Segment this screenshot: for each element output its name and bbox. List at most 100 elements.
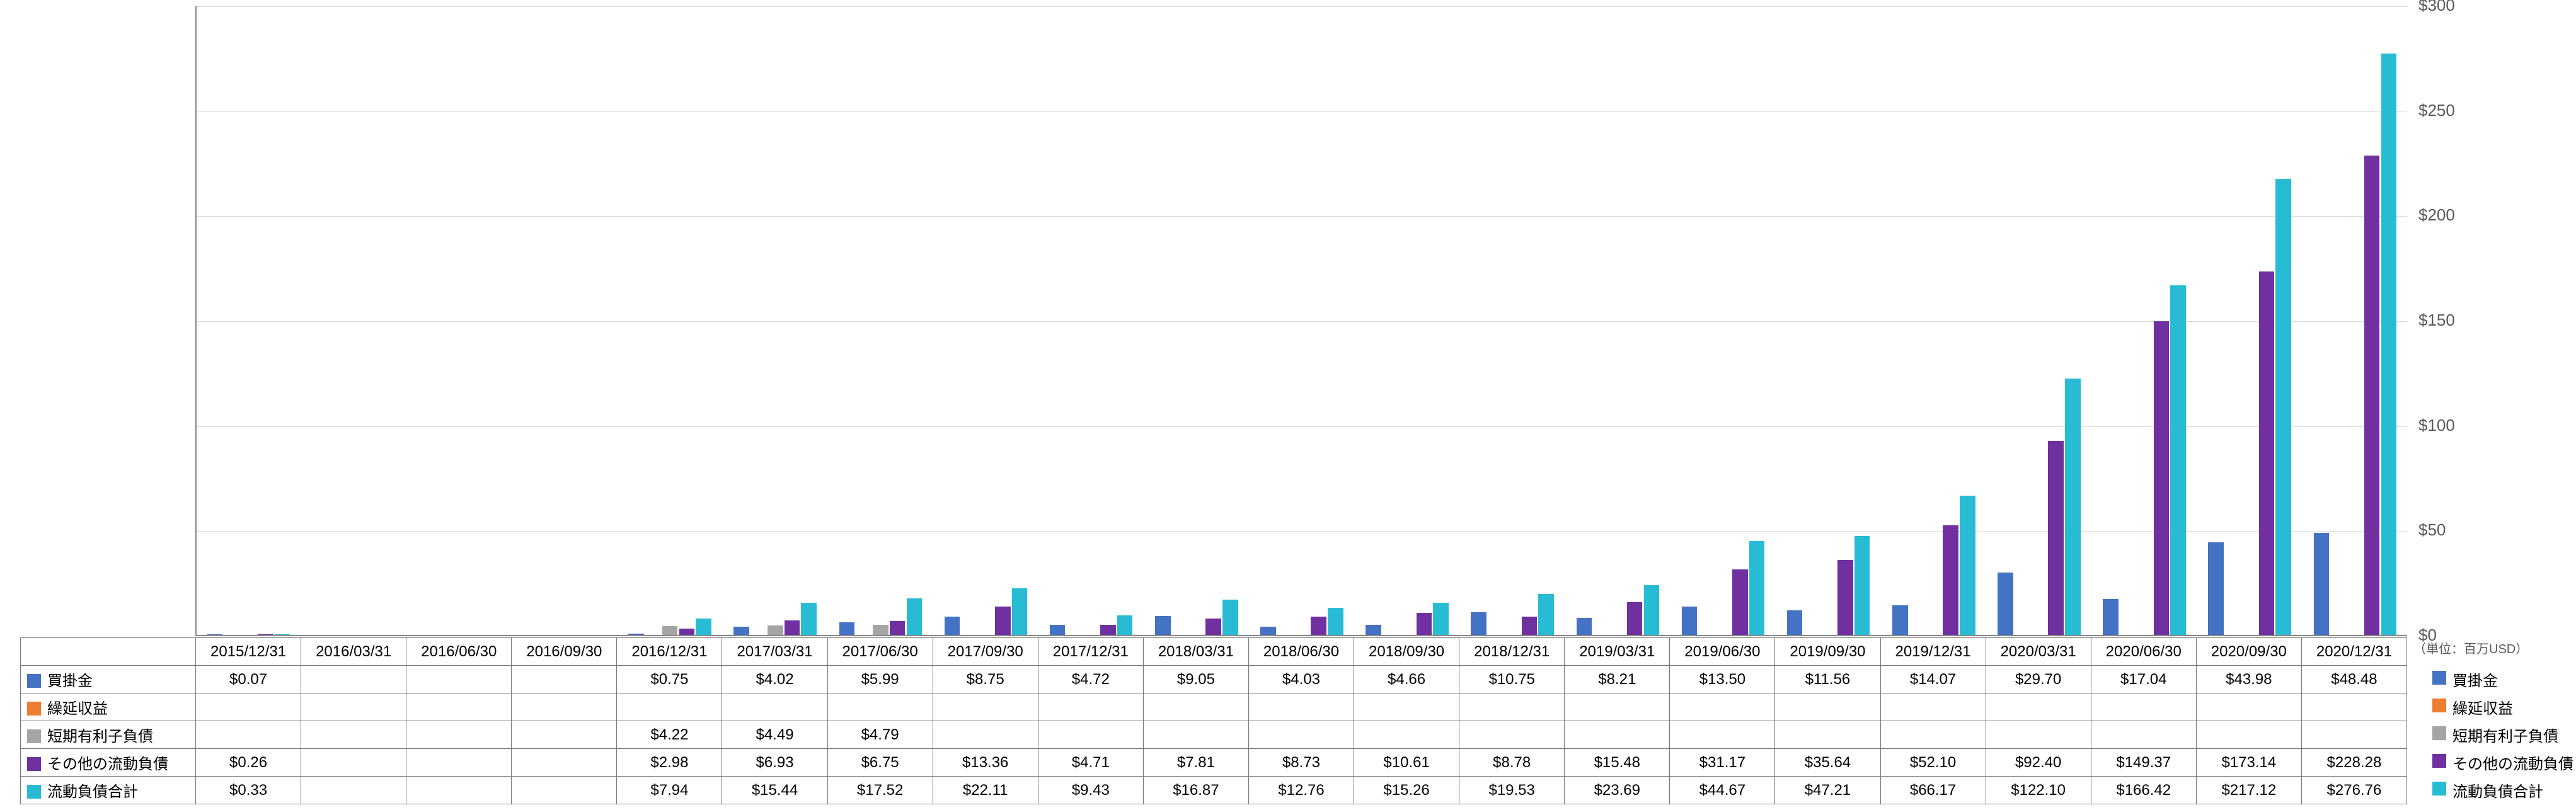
series-label: 流動負債合計 — [47, 784, 138, 801]
data-cell: $6.93 — [722, 749, 827, 777]
legend-swatch-icon — [2432, 726, 2446, 740]
data-cell — [722, 693, 827, 721]
data-cell — [1775, 693, 1880, 721]
legend-label: 買掛金 — [2452, 668, 2498, 690]
category-header: 2016/09/30 — [512, 638, 617, 666]
category-header: 2018/06/30 — [1248, 638, 1354, 666]
data-cell: $29.70 — [1986, 666, 2091, 693]
data-cell — [1248, 693, 1354, 721]
y-tick-label: $200 — [2418, 205, 2455, 225]
bar-stib — [662, 626, 678, 635]
bar-tcl — [1749, 541, 1765, 635]
plot-area — [195, 6, 2407, 636]
bar-ap — [628, 634, 644, 636]
right-legend: 買掛金繰延収益短期有利子負債その他の流動負債流動負債合計 — [2432, 665, 2573, 804]
category-header: 2015/12/31 — [196, 638, 301, 666]
data-cell: $44.67 — [1670, 777, 1775, 804]
data-cell: $9.43 — [1038, 777, 1143, 804]
row-label: 繰延収益 — [21, 693, 196, 721]
legend-swatch-icon — [27, 757, 41, 771]
data-cell — [1354, 693, 1459, 721]
bar-ap — [1050, 625, 1066, 635]
data-cell: $11.56 — [1775, 666, 1880, 693]
data-cell: $48.48 — [2301, 666, 2406, 693]
data-cell: $2.98 — [617, 749, 722, 777]
data-cell: $14.07 — [1880, 666, 1986, 693]
bar-tcl — [1117, 615, 1133, 635]
data-cell: $17.52 — [827, 777, 933, 804]
series-label: 短期有利子負債 — [47, 728, 153, 745]
legend-label: 繰延収益 — [2452, 696, 2513, 718]
data-cell — [196, 721, 301, 749]
y-tick-label: $250 — [2418, 101, 2455, 120]
data-cell — [406, 666, 512, 693]
legend-item: 短期有利子負債 — [2432, 721, 2573, 748]
data-cell — [1038, 721, 1143, 749]
bar-ocl — [1100, 625, 1116, 635]
bar-tcl — [696, 619, 711, 635]
category-header: 2020/12/31 — [2301, 638, 2406, 666]
data-cell — [1775, 721, 1880, 749]
data-cell — [301, 749, 406, 777]
data-cell — [196, 693, 301, 721]
bar-ap — [1366, 625, 1381, 635]
bar-ap — [2314, 533, 2330, 635]
bar-tcl — [1960, 496, 1975, 635]
bar-ap — [2103, 599, 2119, 635]
data-cell — [512, 666, 617, 693]
data-cell — [1459, 721, 1565, 749]
data-cell: $4.02 — [722, 666, 827, 693]
data-cell: $228.28 — [2301, 749, 2406, 777]
table-row: その他の流動負債$0.26$2.98$6.93$6.75$13.36$4.71$… — [21, 749, 2407, 777]
data-cell: $8.73 — [1248, 749, 1354, 777]
data-cell: $122.10 — [1986, 777, 2091, 804]
data-cell: $16.87 — [1143, 777, 1248, 804]
data-cell: $5.99 — [827, 666, 933, 693]
gridline — [197, 321, 2407, 322]
bar-tcl — [2275, 179, 2291, 635]
bar-tcl — [1644, 585, 1660, 635]
legend-swatch-icon — [27, 674, 41, 688]
series-label: 買掛金 — [47, 673, 93, 690]
legend-item: 流動負債合計 — [2432, 776, 2573, 804]
legend-swatch-icon — [2432, 754, 2446, 768]
legend-item: 繰延収益 — [2432, 693, 2573, 721]
table-row: 流動負債合計$0.33$7.94$15.44$17.52$22.11$9.43$… — [21, 777, 2407, 804]
bar-tcl — [1012, 588, 1028, 635]
data-cell — [617, 693, 722, 721]
bar-ocl — [1732, 569, 1748, 635]
bar-ocl — [1311, 617, 1326, 635]
bar-tcl — [2065, 379, 2081, 635]
legend-swatch-icon — [2432, 699, 2446, 712]
data-cell — [2196, 721, 2301, 749]
category-header: 2019/06/30 — [1670, 638, 1775, 666]
data-cell: $166.42 — [2091, 777, 2196, 804]
data-cell: $9.05 — [1143, 666, 1248, 693]
category-header: 2018/09/30 — [1354, 638, 1459, 666]
data-cell — [512, 749, 617, 777]
bar-tcl — [1222, 600, 1238, 635]
bar-tcl — [907, 598, 923, 635]
data-cell — [512, 693, 617, 721]
bar-ocl — [1205, 619, 1221, 635]
gridline — [197, 111, 2407, 112]
bar-ap — [733, 627, 749, 635]
category-header: 2019/09/30 — [1775, 638, 1880, 666]
data-cell — [2091, 693, 2196, 721]
bar-ap — [945, 617, 960, 635]
bar-ap — [1155, 616, 1171, 635]
category-header: 2017/03/31 — [722, 638, 827, 666]
data-cell — [512, 721, 617, 749]
data-cell — [1143, 721, 1248, 749]
data-cell: $13.50 — [1670, 666, 1775, 693]
data-cell — [1565, 721, 1670, 749]
data-cell: $7.81 — [1143, 749, 1248, 777]
data-cell: $47.21 — [1775, 777, 1880, 804]
data-cell: $10.61 — [1354, 749, 1459, 777]
category-header: 2020/09/30 — [2196, 638, 2301, 666]
data-cell: $17.04 — [2091, 666, 2196, 693]
legend-swatch-icon — [2432, 782, 2446, 796]
bar-ocl — [1837, 560, 1853, 635]
legend-label: その他の流動負債 — [2452, 751, 2573, 773]
category-header: 2019/12/31 — [1880, 638, 1986, 666]
